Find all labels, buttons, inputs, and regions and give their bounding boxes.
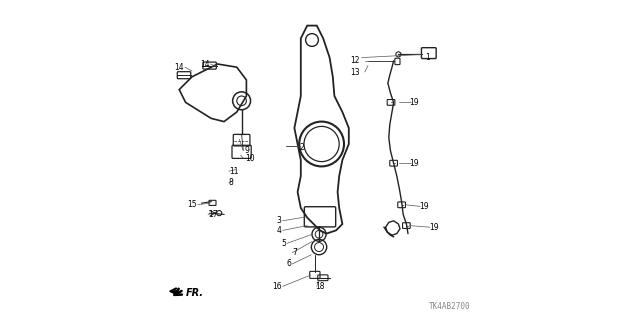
Text: 3: 3	[276, 216, 282, 225]
Text: 16: 16	[272, 282, 282, 291]
Text: 14: 14	[200, 60, 210, 68]
Text: 8: 8	[229, 178, 234, 187]
Text: 18: 18	[315, 282, 324, 291]
Text: 19: 19	[419, 202, 429, 211]
Text: FR.: FR.	[186, 288, 204, 299]
Text: 9: 9	[245, 146, 250, 155]
Text: 6: 6	[286, 260, 291, 268]
Text: 2: 2	[300, 143, 304, 152]
Text: 4: 4	[276, 226, 282, 235]
Text: 14: 14	[174, 63, 184, 72]
Text: 5: 5	[282, 239, 287, 248]
Text: 19: 19	[410, 98, 419, 107]
Text: 19: 19	[429, 223, 438, 232]
Text: 10: 10	[245, 154, 255, 163]
Text: TK4AB2700: TK4AB2700	[429, 302, 470, 311]
Text: 13: 13	[350, 68, 360, 76]
Text: 17: 17	[208, 210, 218, 219]
Text: 7: 7	[292, 248, 298, 257]
Text: 1: 1	[426, 53, 430, 62]
Text: 15: 15	[187, 200, 197, 209]
Text: 12: 12	[351, 56, 360, 65]
Text: 19: 19	[410, 159, 419, 168]
Text: 11: 11	[229, 167, 238, 176]
